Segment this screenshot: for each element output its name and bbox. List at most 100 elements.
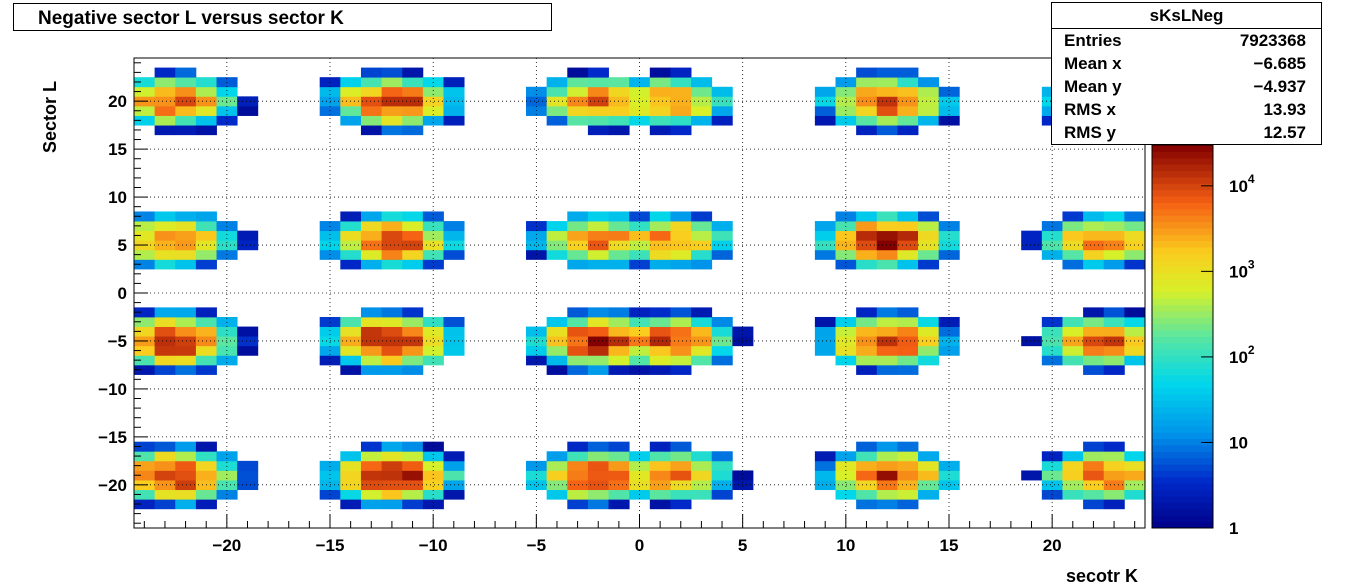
stats-separator (1052, 28, 1321, 29)
heatmap-cell (608, 105, 630, 116)
heatmap-cell (608, 77, 630, 88)
heatmap-cell (691, 316, 713, 327)
heatmap-cell (1083, 451, 1105, 462)
heatmap-cell (195, 316, 217, 327)
heatmap-cell (381, 230, 403, 241)
heatmap-cell (340, 451, 362, 462)
heatmap-cell (1062, 489, 1084, 500)
heatmap-cell (691, 336, 713, 347)
heatmap-cell (691, 105, 713, 116)
heatmap-cell (402, 307, 424, 318)
heatmap-cell (154, 211, 176, 222)
heatmap-cell (918, 115, 940, 126)
heatmap-cell (670, 105, 692, 116)
heatmap-cell (856, 86, 878, 97)
colorbar-segment (1152, 234, 1213, 242)
heatmap-cell (340, 259, 362, 270)
heatmap-cell (814, 316, 836, 327)
heatmap-cell (195, 441, 217, 452)
heatmap-cell (1083, 316, 1105, 327)
heatmap-cell (154, 240, 176, 251)
heatmap-cell (216, 316, 238, 327)
heatmap-cell (567, 451, 589, 462)
colorbar-tick-label: 104 (1229, 172, 1255, 196)
heatmap-cell (422, 355, 444, 366)
colorbar-tick-label: 10 (1229, 433, 1248, 452)
chart-title: Negative sector L versus sector K (38, 8, 344, 29)
heatmap-cell (629, 240, 651, 251)
heatmap-cell (649, 105, 671, 116)
heatmap-cell (567, 441, 589, 452)
heatmap-cell (670, 240, 692, 251)
heatmap-cell (918, 489, 940, 500)
heatmap-cell (546, 115, 568, 126)
heatmap-cell (195, 499, 217, 510)
heatmap-cell (649, 240, 671, 251)
heatmap-cell (546, 480, 568, 491)
heatmap-cell (587, 326, 609, 337)
heatmap-cell (360, 336, 382, 347)
heatmap-cell (608, 316, 630, 327)
heatmap-cell (319, 326, 341, 337)
heatmap-cell (422, 480, 444, 491)
heatmap-cell (587, 451, 609, 462)
heatmap-cell (340, 115, 362, 126)
heatmap-cell (360, 307, 382, 318)
heatmap-cell (691, 221, 713, 232)
heatmap-cell (670, 480, 692, 491)
heatmap-cell (567, 307, 589, 318)
heatmap-cell (526, 230, 548, 241)
heatmap-cell (876, 307, 898, 318)
heatmap-cell (360, 249, 382, 260)
heatmap-cell (360, 240, 382, 251)
colorbar-segment (1152, 272, 1213, 280)
heatmap-cell (340, 211, 362, 222)
heatmap-cell (546, 77, 568, 88)
heatmap-cell (340, 499, 362, 510)
heatmap-cell (175, 460, 197, 471)
heatmap-cell (567, 499, 589, 510)
heatmap-cell (649, 316, 671, 327)
heatmap-cell (195, 326, 217, 337)
heatmap-cell (1103, 316, 1125, 327)
heatmap-cell (691, 307, 713, 318)
heatmap-cell (422, 115, 444, 126)
colorbar-segment (1152, 298, 1213, 306)
heatmap-cell (918, 326, 940, 337)
heatmap-cell (340, 460, 362, 471)
heatmap-cell (856, 355, 878, 366)
heatmap-cell (1124, 460, 1146, 471)
y-tick-label: 15 (108, 140, 127, 159)
heatmap-cell (422, 451, 444, 462)
heatmap-cell (835, 451, 857, 462)
heatmap-cell (360, 86, 382, 97)
stats-box: sKsLNeg Entries 7923368 Mean x −6.685 Me… (1051, 2, 1322, 145)
heatmap-cell (134, 451, 156, 462)
heatmap-cell (691, 86, 713, 97)
heatmap-cell (175, 451, 197, 462)
heatmap-cell (546, 489, 568, 500)
heatmap-cell (670, 451, 692, 462)
heatmap-cell (546, 460, 568, 471)
heatmap-cell (443, 86, 465, 97)
colorbar-segment (1152, 196, 1213, 203)
heatmap-cell (1124, 259, 1146, 270)
heatmap-cell (856, 451, 878, 462)
heatmap-cell (670, 489, 692, 500)
heatmap-cell (711, 230, 733, 241)
heatmap-cell (938, 96, 960, 107)
colorbar-segment (1152, 151, 1213, 159)
heatmap-cell (360, 259, 382, 270)
heatmap-cell (175, 316, 197, 327)
heatmap-cell (402, 345, 424, 356)
heatmap-cell (587, 355, 609, 366)
heatmap-cell (856, 115, 878, 126)
heatmap-cell (195, 115, 217, 126)
heatmap-cell (897, 105, 919, 116)
colorbar-segment (1152, 419, 1213, 427)
heatmap-cell (175, 441, 197, 452)
heatmap-cell (216, 230, 238, 241)
heatmap-cell (546, 326, 568, 337)
heatmap-cell (402, 364, 424, 375)
